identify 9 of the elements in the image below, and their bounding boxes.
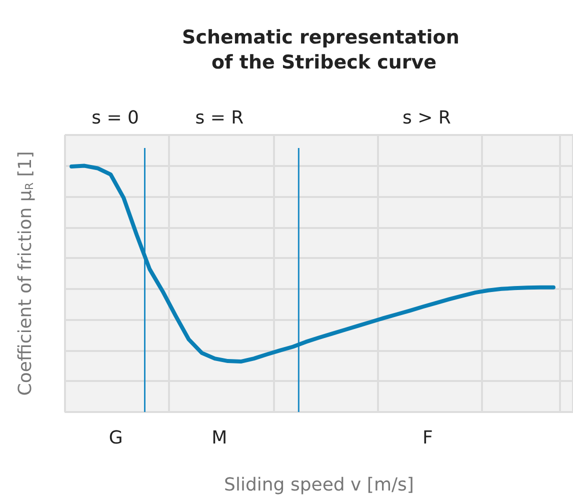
x-axis-title: Sliding speed v [m/s] bbox=[224, 474, 414, 496]
chart-title: Schematic representation of the Stribeck curve bbox=[182, 26, 466, 74]
text: s = R bbox=[195, 108, 244, 128]
text: s > R bbox=[402, 108, 451, 128]
text: G bbox=[108, 428, 123, 448]
y-axis-title: Coefficient of friction μR [1] bbox=[15, 151, 36, 396]
text: F bbox=[422, 428, 433, 448]
text: M bbox=[212, 428, 228, 448]
text: s = 0 bbox=[92, 108, 139, 128]
